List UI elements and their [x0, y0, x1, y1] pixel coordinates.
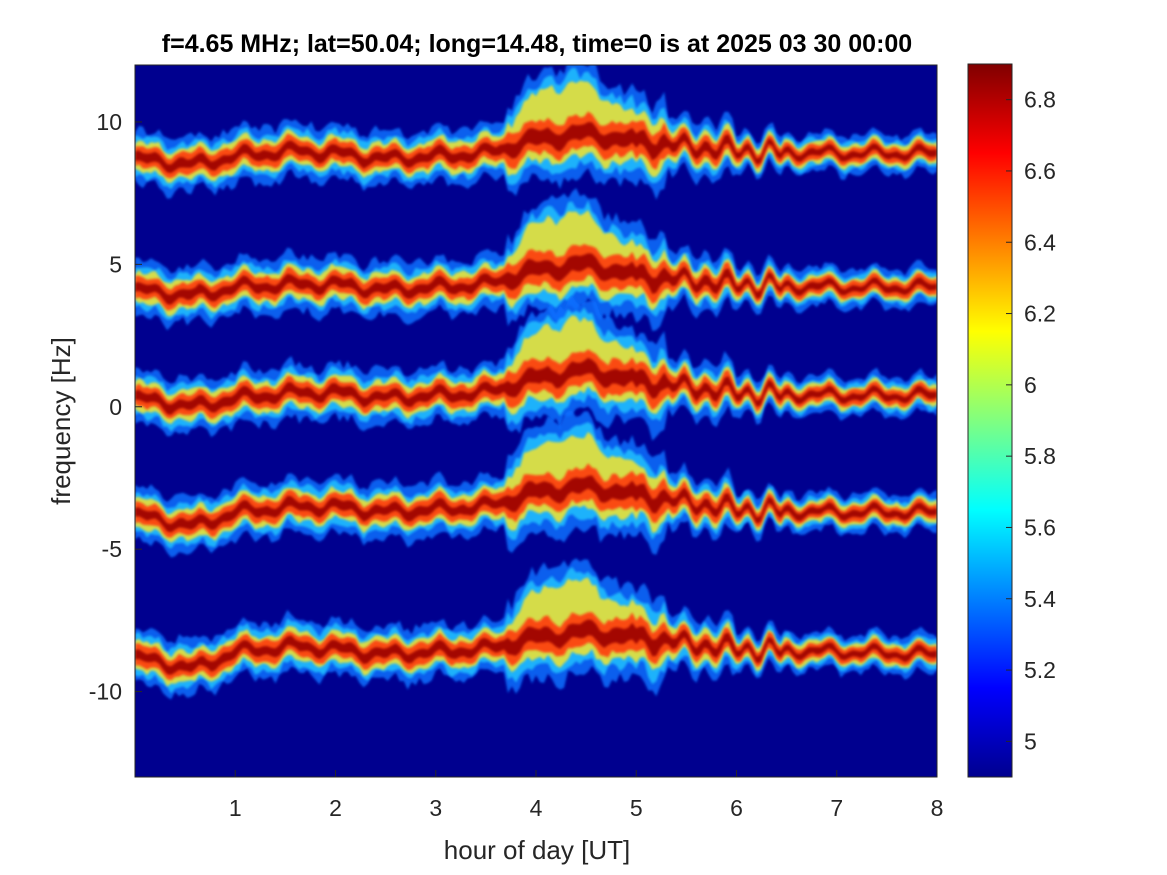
colorbar-tick-label: 5 [1024, 728, 1037, 754]
x-tick-label: 4 [530, 795, 543, 821]
y-tick-label: -5 [102, 536, 122, 562]
y-axis: 10 5 0 -5 -10 [89, 109, 142, 705]
spectral-bands [135, 65, 937, 700]
band-0-layer-4 [135, 122, 937, 173]
colorbar-tick-label: 5.6 [1024, 514, 1056, 540]
band-3 [135, 410, 937, 558]
band-4-layer-4 [135, 619, 937, 675]
band-0 [135, 65, 937, 200]
colorbar-tick-label: 6.8 [1024, 87, 1056, 113]
band-1-layer-3 [135, 244, 937, 311]
colorbar-tick-label: 6.6 [1024, 158, 1056, 184]
plot-frame [134, 64, 938, 778]
colorbar-tick-label: 6.4 [1024, 229, 1056, 255]
x-tick-label: 7 [830, 795, 843, 821]
colorbar-tick-label: 5.2 [1024, 657, 1056, 683]
x-axis: 1 2 3 4 5 6 7 8 [229, 770, 944, 821]
x-tick-label: 6 [730, 795, 743, 821]
band-2-layer-3 [135, 349, 937, 420]
x-tick-label: 8 [931, 795, 944, 821]
colorbar-tick-label: 6 [1024, 372, 1037, 398]
x-tick-label: 5 [630, 795, 643, 821]
colorbar [967, 63, 1013, 778]
band-4-layer-3 [135, 612, 937, 681]
y-tick-label: -10 [89, 679, 122, 705]
band-4 [135, 558, 937, 700]
colorbar-tick-label: 5.4 [1024, 586, 1056, 612]
band-2-layer-4 [135, 357, 937, 415]
band-2 [135, 295, 937, 441]
colorbar-ticks: 6.8 6.6 6.4 6.2 6 5.8 5.6 5.4 5.2 5 [1006, 87, 1056, 754]
band-1 [135, 188, 937, 332]
y-tick-label: 10 [96, 109, 122, 135]
y-axis-label: frequency [Hz] [46, 337, 76, 505]
x-tick-label: 1 [229, 795, 242, 821]
x-tick-label: 2 [329, 795, 342, 821]
x-axis-label: hour of day [UT] [444, 835, 630, 865]
band-1-layer-4 [135, 253, 937, 305]
x-tick-label: 3 [429, 795, 442, 821]
colorbar-tick-label: 5.8 [1024, 443, 1056, 469]
colorbar-tick-label: 6.2 [1024, 301, 1056, 327]
y-tick-label: 0 [109, 394, 122, 420]
band-3-layer-4 [135, 475, 937, 533]
band-3-layer-3 [135, 463, 937, 538]
chart-title: f=4.65 MHz; lat=50.04; long=14.48, time=… [162, 30, 912, 58]
y-tick-label: 5 [109, 251, 122, 277]
